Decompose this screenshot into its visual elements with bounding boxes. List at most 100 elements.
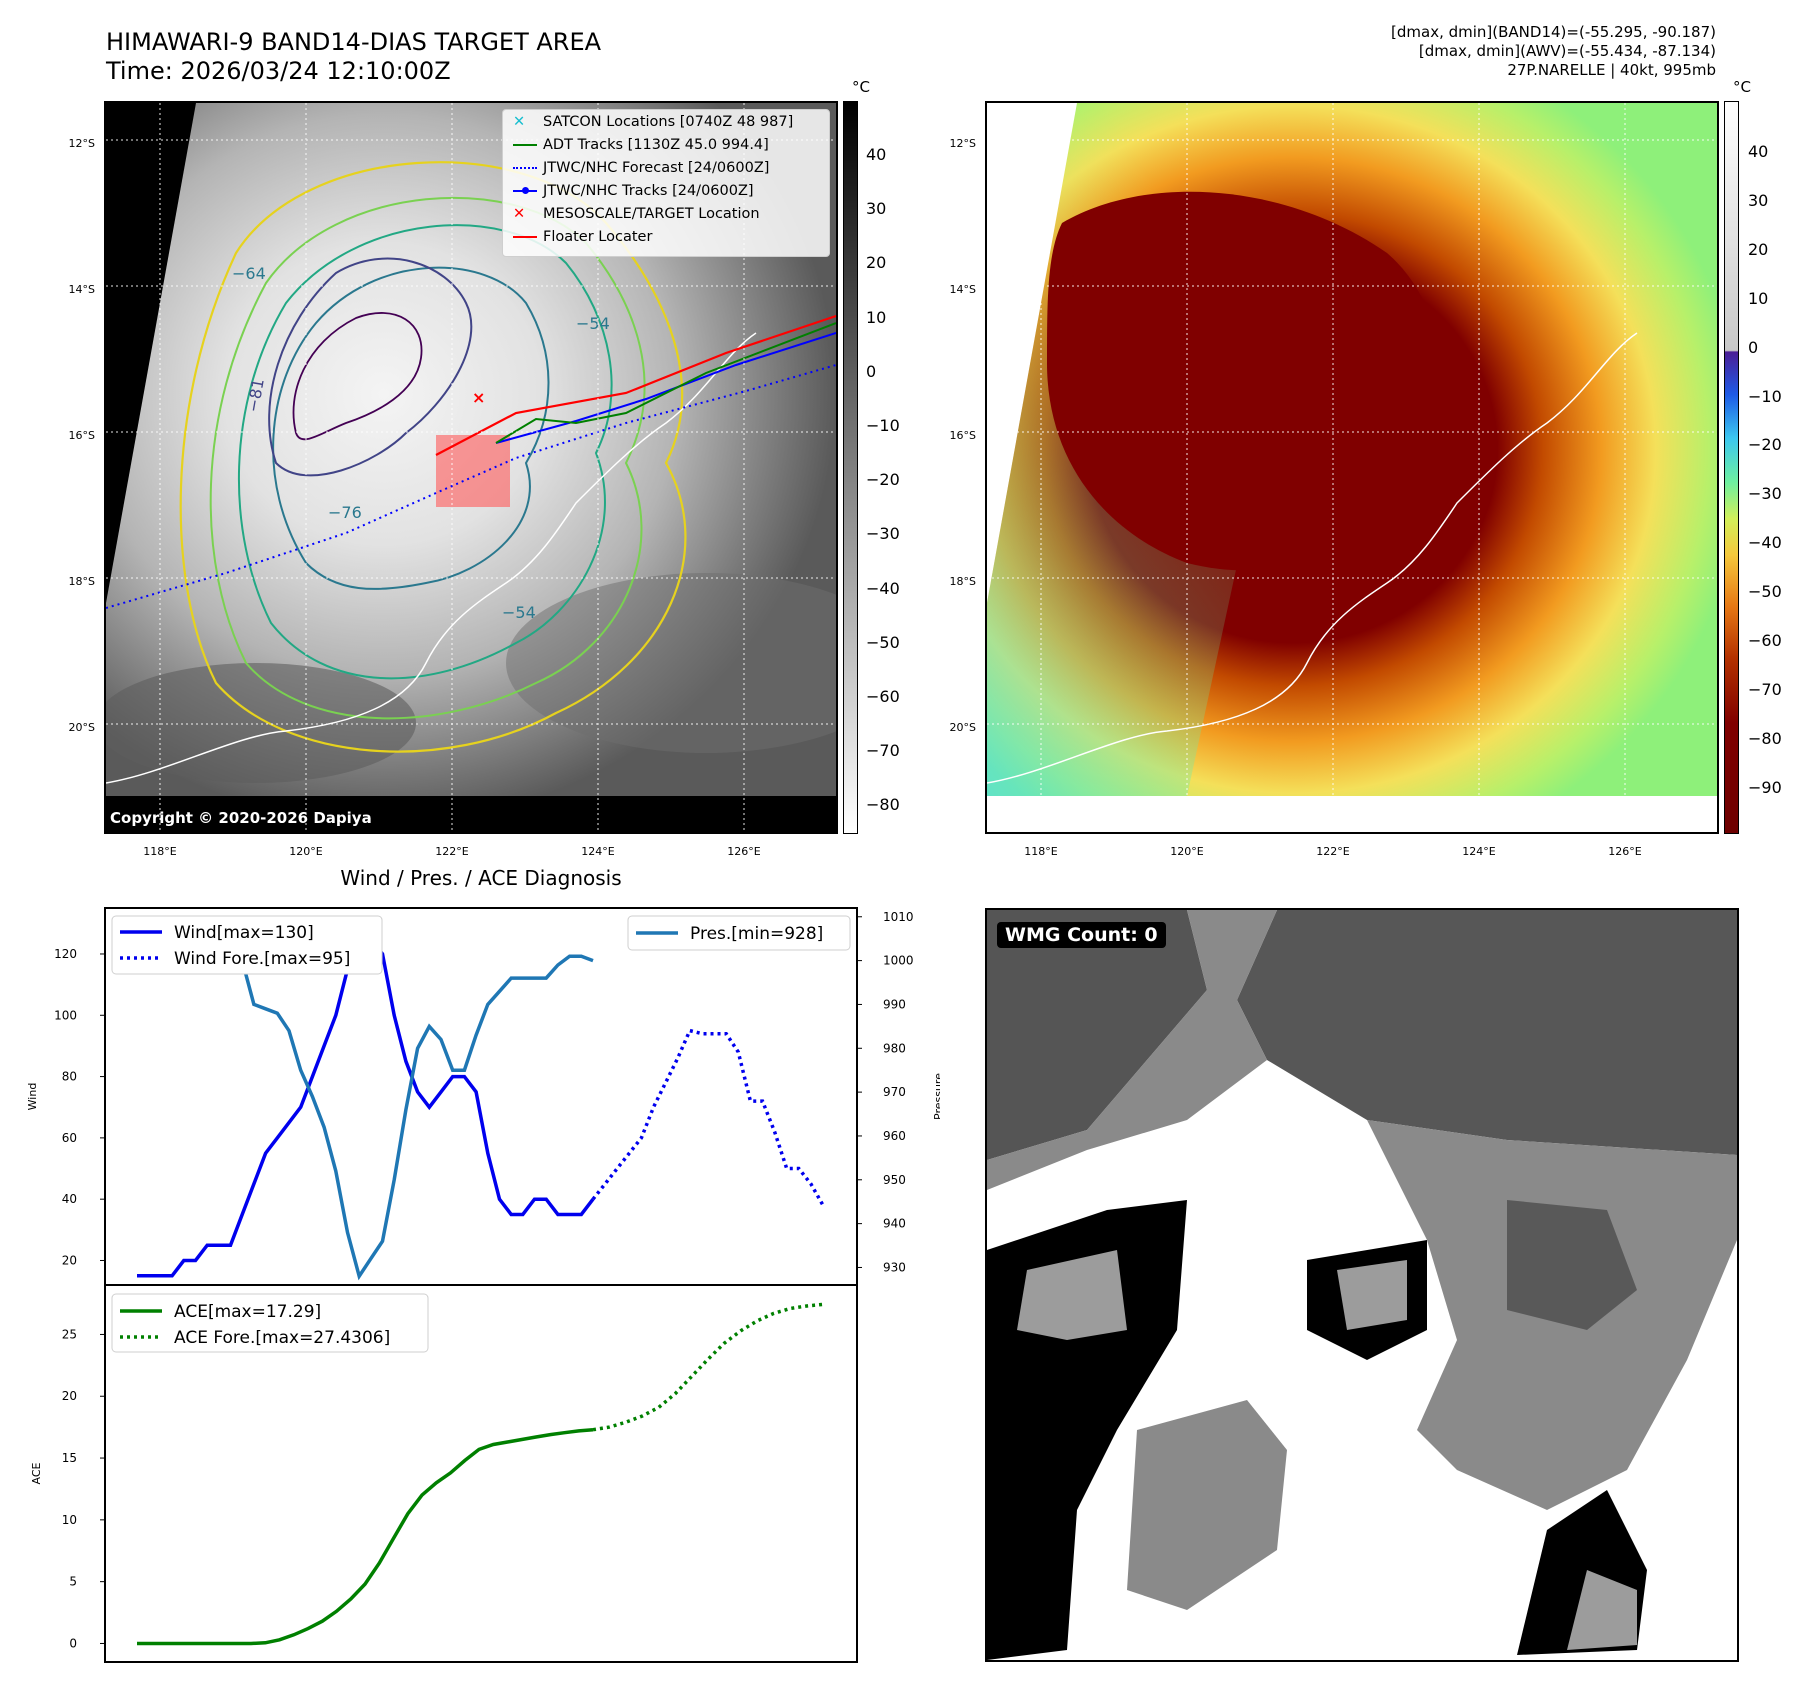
colorbar-tick-label: 30	[1748, 190, 1769, 210]
diagnosis-title: Wind / Pres. / ACE Diagnosis	[340, 866, 622, 890]
legend-forecast: JTWC/NHC Forecast [24/0600Z]	[513, 160, 769, 176]
legend-floater: Floater Locater	[513, 229, 652, 245]
svg-text:−76: −76	[328, 503, 362, 522]
wind-forecast-line	[591, 1028, 825, 1207]
pressure-line	[137, 923, 594, 1281]
ace-legend-label: ACE[max=17.29]	[174, 1302, 321, 1322]
gray-colorbar-unit: °C	[852, 78, 870, 96]
lat-label: 12°S	[949, 137, 976, 150]
lon-label: 122°E	[1316, 845, 1350, 858]
y2-tick-label: 930	[883, 1260, 906, 1274]
legend-tracks: JTWC/NHC Tracks [24/0600Z]	[513, 183, 754, 199]
pressure-legend-label: Pres.[min=928]	[690, 924, 823, 944]
colorbar-tick-label: 20	[1748, 239, 1769, 259]
title-line-2: Time: 2026/03/24 12:10:00Z	[106, 57, 451, 85]
y-tick-label: 80	[62, 1070, 77, 1084]
y2-tick-label: 1010	[883, 910, 914, 924]
y-tick-label: 60	[62, 1131, 77, 1145]
legend-mesoscale: ✕ MESOSCALE/TARGET Location	[513, 206, 760, 222]
colorbar-tick-label: −50	[866, 632, 900, 652]
lon-label: 126°E	[727, 845, 761, 858]
colorbar-tick-label: −70	[1748, 679, 1782, 699]
ace-line	[137, 1427, 594, 1646]
lon-label: 118°E	[1024, 845, 1058, 858]
lat-label: 16°S	[68, 429, 95, 442]
y-tick-label: 100	[54, 1008, 77, 1022]
y-tick-label: 20	[62, 1389, 77, 1403]
y-tick-label: 40	[62, 1192, 77, 1206]
legend-satcon: ✕ SATCON Locations [0740Z 48 987]	[513, 114, 794, 130]
y-tick-label: 10	[62, 1513, 77, 1527]
y-tick-label: 25	[62, 1327, 77, 1341]
ace-frame	[104, 1284, 858, 1663]
colorbar-tick-label: 0	[866, 361, 877, 381]
pressure-legend-box	[627, 915, 851, 951]
y2-tick-label: 990	[883, 997, 906, 1011]
x-marker-icon: ✕	[513, 114, 526, 130]
lat-label: 16°S	[949, 429, 976, 442]
y-tick-label: 120	[54, 947, 77, 961]
wind-axis-label: Wind	[26, 1083, 39, 1111]
svg-text:×: ×	[472, 388, 485, 407]
stats-line-2: [dmax, dmin](AWV)=(-55.434, -87.134)	[1418, 42, 1716, 60]
colorbar-tick-label: 40	[1748, 142, 1769, 161]
y-tick-label: 15	[62, 1451, 77, 1465]
lon-label: 126°E	[1608, 845, 1642, 858]
wmg-count-badge: WMG Count: 0	[997, 922, 1166, 948]
stats-line-3: 27P.NARELLE | 40kt, 995mb	[1507, 61, 1716, 79]
colorbar-tick-label: −20	[1748, 435, 1782, 455]
colorbar-tick-label: −30	[1748, 484, 1782, 504]
wind-forecast-legend-label: Wind Fore.[max=95]	[174, 949, 350, 969]
colorbar-tick-label: −10	[1748, 386, 1782, 406]
line-marker-icon	[513, 144, 537, 146]
colorbar-tick-label: 20	[866, 253, 887, 273]
wind-legend-label: Wind[max=130]	[174, 923, 314, 943]
track-legend: ✕ SATCON Locations [0740Z 48 987] ADT Tra…	[502, 109, 830, 257]
lon-label: 120°E	[1170, 845, 1204, 858]
colorbar-tick-label: 0	[1748, 337, 1759, 357]
colorbar-tick-label: −20	[866, 470, 900, 490]
pressure-axis-label: Pressure	[932, 1073, 940, 1120]
y2-tick-label: 980	[883, 1041, 906, 1055]
y-tick-label: 0	[69, 1636, 77, 1650]
ir-gray-map: −64 −76 −81 −54 −54 × Copyright © 2020-2…	[104, 101, 838, 834]
lat-label: 20°S	[68, 721, 95, 734]
y-tick-label: 20	[62, 1253, 77, 1267]
colorbar-tick-label: 40	[866, 145, 887, 164]
stats-line-1: [dmax, dmin](BAND14)=(-55.295, -90.187)	[1391, 23, 1716, 41]
colorbar-tick-label: −40	[866, 578, 900, 598]
y2-tick-label: 1000	[883, 954, 914, 968]
svg-text:−54: −54	[502, 603, 536, 622]
ace-forecast-legend-label: ACE Fore.[max=27.4306]	[174, 1328, 390, 1348]
ace-legend-box	[111, 1293, 429, 1353]
lat-label: 14°S	[68, 283, 95, 296]
lon-label: 122°E	[435, 845, 469, 858]
lon-label: 124°E	[581, 845, 615, 858]
title-line-1: HIMAWARI-9 BAND14-DIAS TARGET AREA	[106, 28, 602, 56]
lat-label: 20°S	[949, 721, 976, 734]
colorbar-tick-label: −60	[1748, 631, 1782, 650]
wmg-image	[987, 910, 1737, 1660]
color-colorbar-unit: °C	[1733, 78, 1751, 96]
y2-tick-label: 960	[883, 1129, 906, 1143]
y2-tick-label: 940	[883, 1217, 906, 1231]
colorbar-tick-label: −80	[866, 795, 900, 815]
ace-forecast-line	[592, 1302, 824, 1432]
y-tick-label: 5	[69, 1575, 77, 1589]
color-colorbar	[1724, 101, 1739, 834]
lat-label: 12°S	[68, 137, 95, 150]
lat-label: 18°S	[68, 575, 95, 588]
colorbar-tick-label: 10	[1748, 288, 1769, 308]
gray-colorbar	[843, 101, 858, 834]
diagnosis-chart: 2040608010012093094095096097098099010001…	[26, 907, 940, 1663]
y2-tick-label: 950	[883, 1173, 906, 1187]
lon-label: 118°E	[143, 845, 177, 858]
y2-tick-label: 970	[883, 1085, 906, 1099]
colorbar-tick-label: 10	[866, 307, 887, 327]
dotted-line-icon	[513, 167, 537, 169]
ir-color-image	[987, 103, 1717, 832]
line-marker-icon	[513, 236, 537, 238]
ir-color-map	[985, 101, 1719, 834]
colorbar-tick-label: 30	[866, 199, 887, 219]
legend-adt: ADT Tracks [1130Z 45.0 994.4]	[513, 137, 769, 153]
